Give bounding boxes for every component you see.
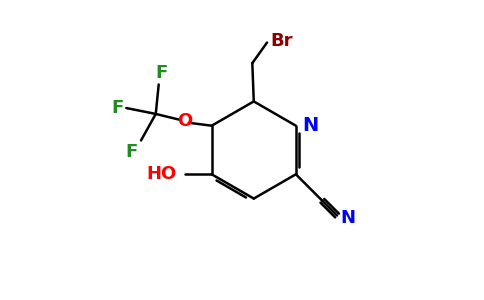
Text: Br: Br [270, 32, 292, 50]
Text: N: N [302, 116, 318, 135]
Text: F: F [155, 64, 168, 82]
Text: F: F [111, 99, 123, 117]
Text: F: F [126, 143, 138, 161]
Text: O: O [178, 112, 193, 130]
Text: N: N [340, 209, 355, 227]
Text: HO: HO [146, 165, 176, 183]
